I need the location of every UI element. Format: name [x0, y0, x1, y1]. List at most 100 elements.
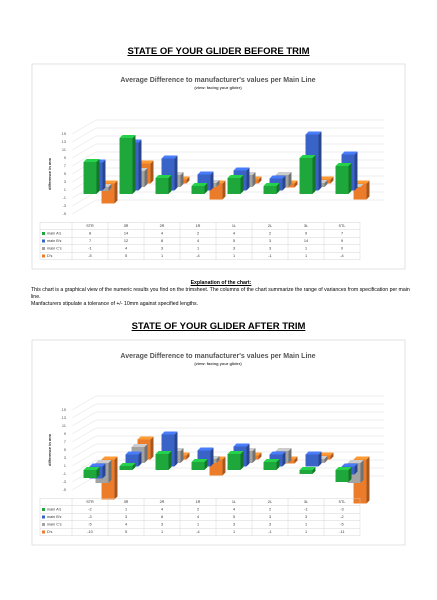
- bar-top: [317, 176, 334, 180]
- table-header: 1L: [232, 224, 236, 228]
- table-value: -3: [88, 515, 91, 519]
- legend-swatch: [42, 523, 45, 526]
- bar: [263, 462, 277, 470]
- bar-side: [330, 176, 334, 184]
- table-value: 4: [197, 515, 199, 519]
- table-value: 3: [233, 523, 235, 527]
- table-header: STL: [339, 500, 346, 504]
- table-value: 2: [197, 232, 199, 236]
- table-value: 3: [233, 247, 235, 251]
- bar-side: [168, 451, 172, 470]
- bar-top: [191, 459, 208, 462]
- y-axis-label: difference in mm: [47, 158, 52, 190]
- table-value: 1: [233, 254, 235, 258]
- bar-side: [288, 172, 292, 187]
- bar-side: [240, 175, 244, 194]
- y-tick-label: -1: [62, 471, 66, 476]
- table-value: 5: [233, 239, 235, 243]
- data-table: [39, 498, 361, 536]
- chart-title: Average Difference to manufacturer's val…: [120, 77, 315, 84]
- bar-side: [282, 175, 286, 191]
- bar-side: [348, 163, 352, 194]
- bar-top: [95, 460, 112, 463]
- bar-side: [258, 452, 262, 460]
- legend-swatch: [42, 239, 45, 243]
- bar-side: [174, 431, 178, 467]
- grid-line: [71, 135, 384, 151]
- table-value: -11: [339, 530, 344, 534]
- grid-line: [71, 435, 384, 451]
- table-value: -2: [340, 515, 343, 519]
- bar-top: [101, 456, 118, 460]
- bar-side: [102, 463, 106, 479]
- chart-title: Average Difference to manufacturer's val…: [120, 353, 315, 360]
- bar-top: [101, 180, 118, 184]
- y-tick-label: -3: [62, 479, 66, 484]
- table-value: -2: [88, 508, 91, 512]
- bar-side: [180, 172, 184, 187]
- bar-side: [276, 183, 280, 194]
- bar-side: [132, 463, 136, 470]
- bar: [119, 138, 133, 194]
- table-value: -4: [196, 254, 199, 258]
- bar-top: [83, 159, 100, 162]
- bar-side: [168, 175, 172, 194]
- y-tick-label: 13: [62, 415, 67, 420]
- bar-side: [288, 448, 292, 463]
- bar-top: [137, 160, 154, 164]
- y-tick-label: 15: [62, 131, 67, 136]
- bar-side: [312, 467, 316, 474]
- grid-line: [71, 419, 384, 435]
- bar-top: [191, 183, 208, 186]
- table-header: 3R: [124, 224, 129, 228]
- bar-top: [227, 175, 244, 178]
- legend-swatch: [42, 515, 45, 519]
- bar-side: [258, 176, 262, 184]
- legend-swatch: [42, 232, 45, 235]
- table-value: -4: [340, 254, 343, 258]
- bar-side: [216, 456, 220, 463]
- bar-side: [354, 151, 358, 191]
- table-header: STR: [86, 224, 94, 228]
- bar-side: [324, 180, 328, 187]
- bar-side: [96, 159, 100, 194]
- bar-side: [180, 448, 184, 463]
- table-value: -5: [88, 254, 91, 258]
- y-tick-label: 5: [64, 447, 67, 452]
- table-value: 12: [124, 239, 128, 243]
- bar-top: [305, 451, 322, 455]
- table-header: 3L: [304, 500, 308, 504]
- bar-top: [137, 436, 154, 440]
- legend-label: main B's: [47, 239, 62, 243]
- bar-top: [335, 163, 352, 166]
- y-tick-label: 11: [62, 147, 67, 152]
- grid-line: [71, 443, 384, 459]
- y-tick-label: 7: [64, 163, 67, 168]
- bar-side: [294, 456, 298, 464]
- table-value: 2: [269, 232, 271, 236]
- bar-side: [204, 459, 208, 470]
- bar-side: [138, 139, 142, 191]
- table-value: 7: [341, 232, 343, 236]
- bar-side: [132, 135, 136, 194]
- bar-top: [353, 456, 370, 460]
- bar-side: [246, 443, 250, 467]
- y-tick-label: 1: [64, 463, 67, 468]
- table-value: 1: [197, 247, 199, 251]
- y-tick-label: 15: [62, 407, 67, 412]
- table-value: 4: [125, 247, 127, 251]
- table-header: 2R: [160, 224, 165, 228]
- bar-side: [222, 456, 226, 476]
- bar: [155, 454, 169, 470]
- chart-subtitle: (view: facing your glider): [194, 361, 242, 366]
- bar-side: [366, 180, 370, 200]
- bar: [119, 466, 133, 470]
- bar-side: [354, 463, 358, 475]
- bar: [83, 162, 97, 194]
- legend-label: D's: [47, 530, 52, 534]
- bar-top: [233, 443, 250, 447]
- y-tick-label: 7: [64, 439, 67, 444]
- table-value: 4: [161, 232, 163, 236]
- table-header: 2L: [268, 224, 272, 228]
